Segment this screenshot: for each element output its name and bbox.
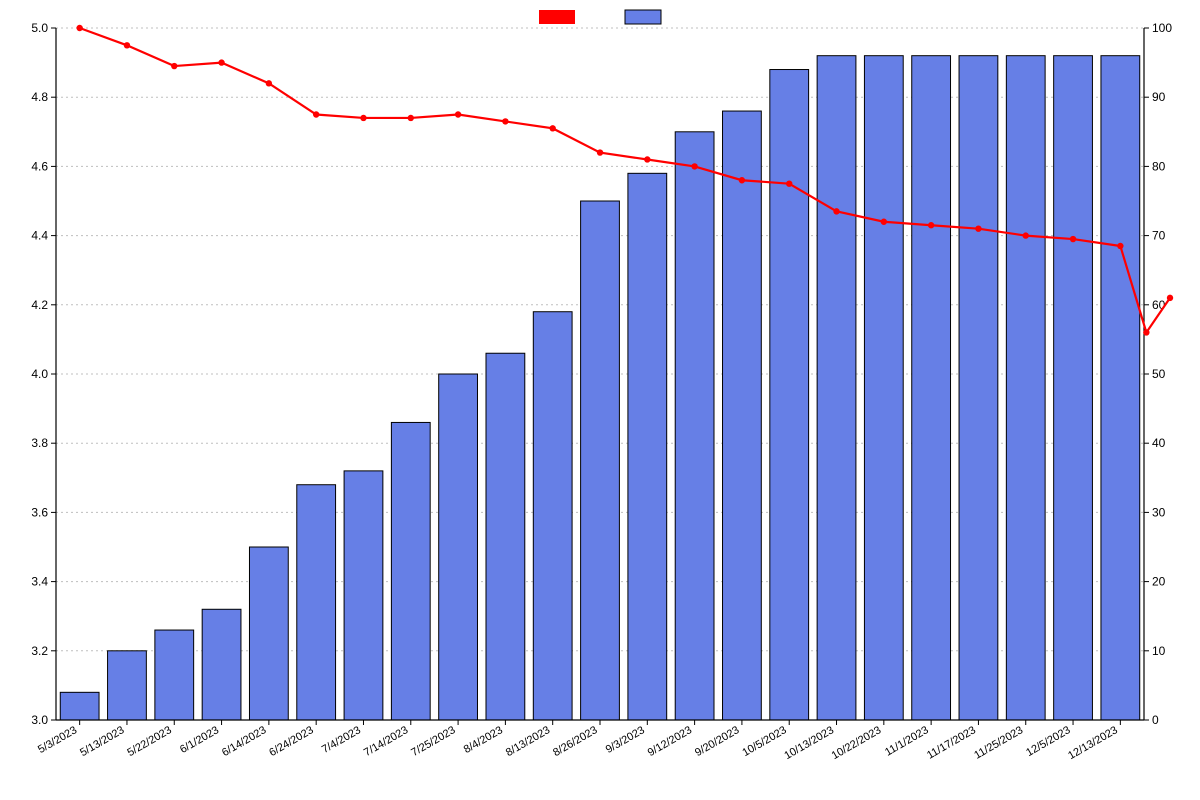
legend-swatch-line	[539, 10, 575, 24]
line-marker	[597, 149, 603, 155]
y-left-tick-label: 5.0	[31, 21, 48, 35]
bar	[249, 547, 288, 720]
y-right-tick-label: 0	[1152, 713, 1159, 727]
bar	[912, 56, 951, 720]
bar	[675, 132, 714, 720]
line-marker	[1167, 295, 1173, 301]
bar	[1054, 56, 1093, 720]
line-marker	[1070, 236, 1076, 242]
y-right-tick-label: 10	[1152, 644, 1166, 658]
bar	[723, 111, 762, 720]
bar	[108, 651, 147, 720]
line-marker	[124, 42, 130, 48]
y-right-tick-label: 40	[1152, 436, 1166, 450]
line-marker	[786, 181, 792, 187]
line-marker	[266, 80, 272, 86]
bar	[202, 609, 241, 720]
line-marker	[928, 222, 934, 228]
line-marker	[833, 208, 839, 214]
y-right-tick-label: 50	[1152, 367, 1166, 381]
line-marker	[691, 163, 697, 169]
y-right-tick-label: 100	[1152, 21, 1172, 35]
bar	[155, 630, 194, 720]
bar	[1101, 56, 1140, 720]
line-marker	[502, 118, 508, 124]
bar	[864, 56, 903, 720]
bar	[344, 471, 383, 720]
bar	[770, 70, 809, 720]
line-marker	[408, 115, 414, 121]
line-marker	[218, 59, 224, 65]
y-left-tick-label: 4.6	[31, 159, 48, 173]
line-marker	[171, 63, 177, 69]
legend-swatch-bar	[625, 10, 661, 24]
y-left-tick-label: 3.2	[31, 644, 48, 658]
bar	[486, 353, 525, 720]
y-left-tick-label: 4.4	[31, 229, 48, 243]
line-marker	[1023, 232, 1029, 238]
y-left-tick-label: 3.4	[31, 575, 48, 589]
line-marker	[360, 115, 366, 121]
bar	[533, 312, 572, 720]
bar	[60, 692, 99, 720]
line-marker	[975, 225, 981, 231]
bar	[1006, 56, 1045, 720]
line-marker	[644, 156, 650, 162]
bar	[959, 56, 998, 720]
line-marker	[313, 111, 319, 117]
bar	[581, 201, 620, 720]
y-right-tick-label: 90	[1152, 90, 1166, 104]
y-left-tick-label: 3.6	[31, 505, 48, 519]
combo-chart: 3.0 3.2 3.4 3.6 3.8 4.0 4.2 4.4 4.6 4.8 5.0 0 10 20 30…	[0, 0, 1200, 800]
line-marker	[881, 219, 887, 225]
y-right-tick-label: 30	[1152, 505, 1166, 519]
y-right-tick-label: 60	[1152, 298, 1166, 312]
y-right-tick-label: 70	[1152, 229, 1166, 243]
bar	[297, 485, 336, 720]
y-left-tick-label: 4.0	[31, 367, 48, 381]
line-marker	[455, 111, 461, 117]
y-left-tick-label: 4.2	[31, 298, 48, 312]
line-marker	[1143, 329, 1149, 335]
bar	[391, 422, 430, 720]
line-marker	[739, 177, 745, 183]
bar	[817, 56, 856, 720]
bar	[439, 374, 478, 720]
y-right-tick-label: 20	[1152, 575, 1166, 589]
bar	[628, 173, 667, 720]
y-left-tick-label: 4.8	[31, 90, 48, 104]
line-marker	[76, 25, 82, 31]
line-marker	[549, 125, 555, 131]
y-left-tick-label: 3.0	[31, 713, 48, 727]
y-right-tick-label: 80	[1152, 159, 1166, 173]
y-left-tick-label: 3.8	[31, 436, 48, 450]
